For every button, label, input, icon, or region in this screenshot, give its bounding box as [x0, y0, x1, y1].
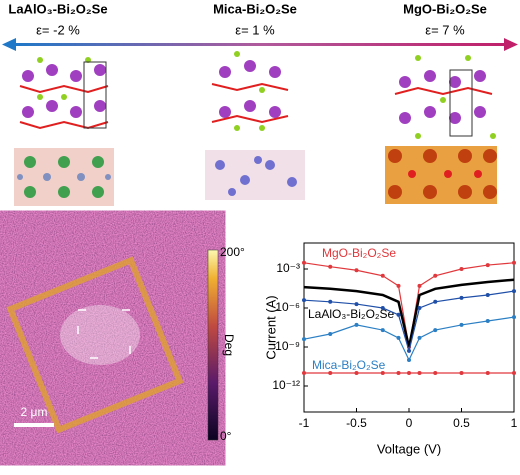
- data-point: [396, 335, 401, 340]
- strain-label: ε= 7 %: [425, 22, 465, 37]
- data-point: [354, 268, 359, 273]
- data-point: [380, 306, 385, 310]
- data-point: [459, 371, 464, 375]
- panel-title: LaAlO₃-Bi₂O₂Se: [8, 1, 107, 16]
- data-point: [433, 299, 438, 304]
- series-label: MgO-Bi₂O₂Se: [322, 246, 396, 260]
- strain-label: ε= 1 %: [235, 22, 275, 37]
- data-point: [354, 322, 359, 327]
- x-tick-label: 0: [406, 416, 413, 430]
- data-point: [459, 295, 464, 300]
- data-point: [417, 335, 422, 340]
- data-point: [417, 306, 422, 310]
- series-line: [303, 262, 515, 348]
- data-point: [417, 283, 422, 288]
- data-point: [433, 371, 438, 375]
- iv-chart: -1 -0.5 0 0.5 1 10⁻¹² 10⁻⁹ 10⁻⁶ 10⁻³ Voltage (V) C…: [263, 242, 518, 456]
- strain-label: ε= -2 %: [36, 22, 80, 37]
- data-point: [302, 371, 306, 375]
- colorbar: [207, 249, 219, 441]
- data-point: [396, 371, 401, 375]
- data-point: [328, 332, 333, 336]
- data-point: [485, 293, 490, 297]
- x-tick-label: 0.5: [453, 416, 470, 430]
- colorbar-max: 200°: [220, 245, 245, 259]
- strain-arrow: [2, 38, 518, 51]
- data-point: [512, 315, 516, 320]
- data-point: [302, 260, 306, 265]
- series-line: [303, 316, 515, 362]
- data-point: [512, 260, 516, 265]
- data-point: [354, 371, 359, 375]
- x-axis-label: Voltage (V): [377, 441, 441, 456]
- data-point: [328, 264, 333, 269]
- data-point: [485, 319, 490, 323]
- y-tick-label: 10⁻⁶: [275, 300, 300, 314]
- data-point: [433, 328, 438, 333]
- plot-frame: [303, 242, 515, 413]
- data-point: [354, 302, 359, 307]
- data-point: [459, 267, 464, 271]
- y-tick-label: 10⁻³: [276, 261, 300, 275]
- pfm-image: [0, 232, 205, 444]
- data-point: [380, 273, 385, 278]
- panel-title: Mica-Bi₂O₂Se: [213, 1, 297, 16]
- data-point: [407, 358, 411, 362]
- data-point: [328, 371, 333, 375]
- data-point: [380, 328, 385, 333]
- data-point: [512, 371, 516, 375]
- series-line: [303, 278, 515, 348]
- y-tick-label: 10⁻⁹: [275, 339, 300, 353]
- x-tick-label: -0.5: [346, 416, 367, 430]
- y-axis-label: Current (A): [263, 295, 278, 359]
- colorbar-min: 0°: [220, 429, 232, 443]
- data-point: [380, 371, 385, 375]
- crystal-structure: [385, 55, 497, 204]
- series-label: Mica-Bi₂O₂Se: [312, 358, 386, 372]
- data-point: [396, 283, 401, 288]
- data-point: [302, 298, 306, 303]
- data-point: [302, 337, 306, 342]
- data-point: [407, 371, 411, 375]
- crystal-structure: [205, 51, 305, 200]
- data-point: [396, 312, 401, 317]
- x-tick-label: -1: [299, 416, 310, 430]
- scale-bar-label: 2 μm: [21, 405, 48, 419]
- x-tick-label: 1: [511, 416, 518, 430]
- data-point: [485, 263, 490, 268]
- data-point: [417, 371, 422, 375]
- panel-title: MgO-Bi₂O₂Se: [403, 1, 487, 16]
- data-point: [328, 299, 333, 304]
- data-point: [407, 348, 411, 353]
- colorbar-label: Deg: [222, 334, 236, 356]
- data-point: [485, 371, 490, 375]
- data-point: [512, 289, 516, 294]
- data-point: [433, 273, 438, 278]
- y-tick-label: 10⁻¹²: [272, 378, 300, 392]
- data-point: [459, 322, 464, 327]
- series-label: LaAlO₃-Bi₂O₂Se: [308, 307, 395, 321]
- crystal-structure: [14, 57, 114, 206]
